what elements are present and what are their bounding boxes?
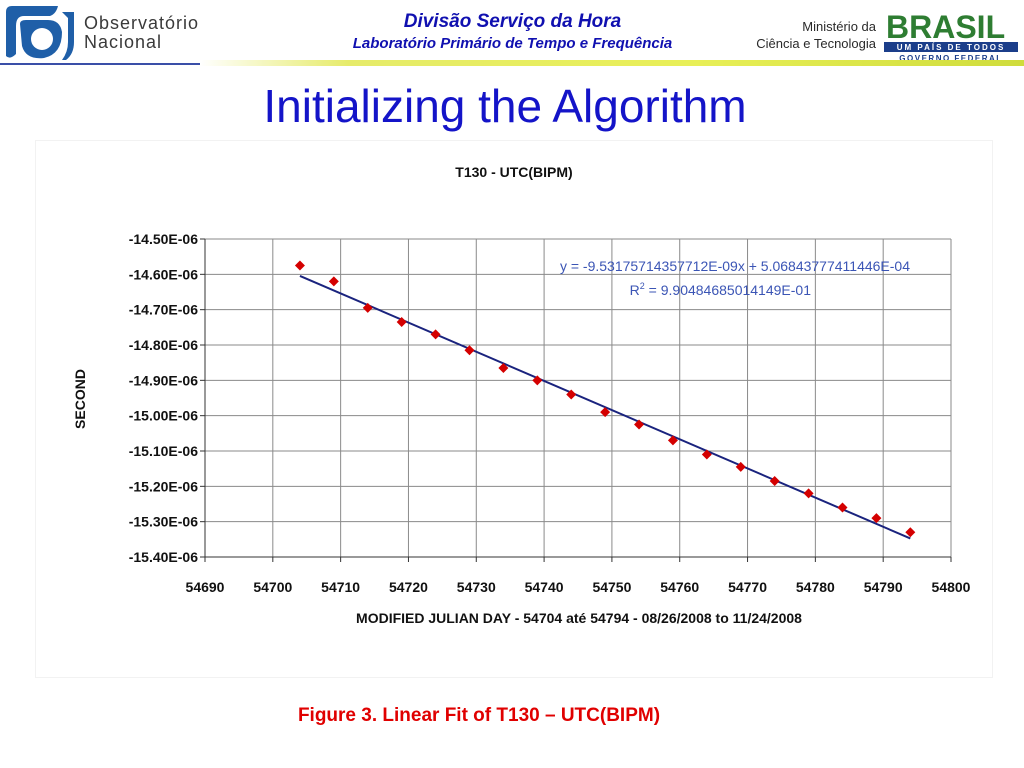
chart-title: T130 - UTC(BIPM) (455, 164, 572, 180)
x-tick-label: 54780 (796, 579, 835, 595)
linear-fit-chart: -14.50E-06 -14.60E-06 -14.70E-06 -14.80E-06… (72, 164, 971, 626)
y-tick-label: -15.40E-06 (129, 549, 198, 565)
brasil-logo-icon: BRASIL UM PAÍS DE TODOS GOVERNO FEDERAL (884, 8, 1018, 62)
data-point (871, 513, 882, 524)
data-point (566, 389, 577, 400)
r-squared-superscript: 2 (640, 281, 645, 291)
x-tick-label: 54740 (525, 579, 564, 595)
figure-caption: Figure 3. Linear Fit of T130 – UTC(BIPM) (297, 705, 661, 726)
division-name: Divisão Serviço da Hora (403, 11, 622, 32)
data-point (769, 476, 780, 487)
data-point (464, 345, 475, 356)
x-tick-label: 54760 (660, 579, 699, 595)
chart-container: -14.50E-06 -14.60E-06 -14.70E-06 -14.80E-06… (36, 141, 992, 677)
ministry-line-2: Ciência e Tecnologia (756, 36, 876, 51)
x-tick-label: 54690 (186, 579, 225, 595)
ministry-name: Ministério da Ciência e Tecnologia (742, 18, 876, 52)
data-point (328, 276, 339, 287)
data-point (532, 375, 543, 386)
chart-grid (204, 238, 952, 558)
x-axis-label: MODIFIED JULIAN DAY - 54704 até 54794 - … (356, 610, 802, 626)
observatorio-logo-icon (6, 6, 74, 60)
x-tick-labels: 54690 54700 54710 54720 54730 54740 54750 54760… (186, 579, 971, 595)
data-point (396, 317, 407, 328)
y-tick-label: -15.00E-06 (129, 408, 198, 424)
org-line-1: Observatório (84, 13, 200, 33)
y-tick-label: -14.70E-06 (129, 302, 198, 318)
y-tick-labels: -14.50E-06 -14.60E-06 -14.70E-06 -14.80E-06… (129, 231, 198, 565)
x-tick-label: 54790 (864, 579, 903, 595)
y-axis-label: SECOND (72, 369, 88, 429)
x-tick-label: 54720 (389, 579, 428, 595)
x-tick-label: 54750 (592, 579, 631, 595)
data-point (667, 435, 678, 446)
y-tick-label: -15.20E-06 (129, 478, 198, 494)
org-line-2: Nacional (84, 32, 163, 52)
y-tick-label: -14.60E-06 (129, 266, 198, 282)
data-point (735, 461, 746, 472)
brasil-word: BRASIL (886, 9, 1005, 45)
data-point (634, 419, 645, 430)
y-tick-label: -14.50E-06 (129, 231, 198, 247)
slide-title: Initializing the Algorithm (263, 80, 747, 132)
trendline-equation: y = -9.53175714357712E-09x + 5.068437774… (560, 258, 910, 274)
org-name: Observatório Nacional (84, 14, 199, 52)
data-point (362, 302, 373, 313)
x-tick-label: 54710 (321, 579, 360, 595)
chart-axes (200, 238, 952, 562)
x-tick-label: 54700 (253, 579, 292, 595)
y-tick-label: -15.30E-06 (129, 514, 198, 530)
y-tick-label: -14.80E-06 (129, 337, 198, 353)
data-point (905, 527, 916, 538)
data-point (600, 407, 611, 418)
y-tick-label: -15.10E-06 (129, 443, 198, 459)
r-squared-label: R2 = 9.90484685014149E-01 (630, 281, 812, 298)
brasil-government: GOVERNO FEDERAL (899, 54, 1002, 62)
y-tick-label: -14.90E-06 (129, 372, 198, 388)
header: Observatório Nacional Divisão Serviço da… (0, 0, 1024, 70)
ministry-line-1: Ministério da (802, 19, 876, 34)
brasil-slogan: UM PAÍS DE TODOS (897, 43, 1006, 52)
data-point (294, 260, 305, 271)
org-underline (0, 63, 200, 65)
x-tick-label: 54730 (457, 579, 496, 595)
data-point (837, 502, 848, 513)
data-point (803, 488, 814, 499)
data-point (430, 329, 441, 340)
header-rule (200, 60, 1024, 66)
x-tick-label: 54770 (728, 579, 767, 595)
data-points (294, 260, 916, 538)
data-point (701, 449, 712, 460)
x-tick-label: 54800 (932, 579, 971, 595)
division-heading: Divisão Serviço da Hora Laboratório Prim… (240, 10, 785, 54)
r-squared-value: = 9.90484685014149E-01 (645, 282, 811, 298)
data-point (498, 362, 509, 373)
lab-name: Laboratório Primário de Tempo e Frequênc… (352, 35, 673, 52)
r-squared-prefix: R (630, 282, 640, 298)
